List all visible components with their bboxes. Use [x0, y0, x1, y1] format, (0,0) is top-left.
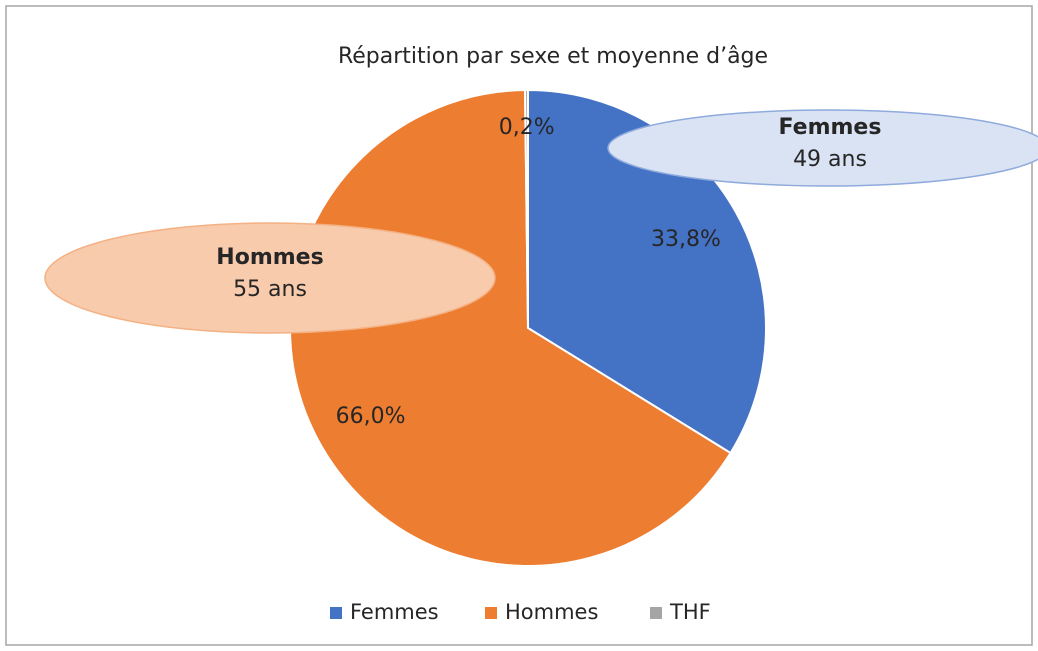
- legend-swatch: [485, 607, 497, 619]
- legend-label: THF: [669, 600, 711, 624]
- legend-label: Femmes: [350, 600, 439, 624]
- annotation-text: 49 ans: [793, 147, 867, 172]
- data-label: 0,2%: [499, 115, 555, 140]
- annotation-bubble: [44, 222, 496, 334]
- data-label: 66,0%: [336, 404, 406, 429]
- pie-slice: [289, 89, 732, 567]
- pie-slice: [523, 88, 529, 329]
- pie-slice: [527, 88, 767, 455]
- annotation-text: 55 ans: [233, 277, 307, 302]
- annotation-title: Femmes: [779, 115, 882, 140]
- data-label: 33,8%: [651, 227, 721, 252]
- legend-swatch: [330, 607, 342, 619]
- chart-title: Répartition par sexe et moyenne d’âge: [338, 44, 768, 69]
- annotation-bubble: [607, 109, 1038, 187]
- legend-swatch: [650, 607, 662, 619]
- legend-label: Hommes: [505, 600, 598, 624]
- annotation-title: Hommes: [216, 245, 323, 270]
